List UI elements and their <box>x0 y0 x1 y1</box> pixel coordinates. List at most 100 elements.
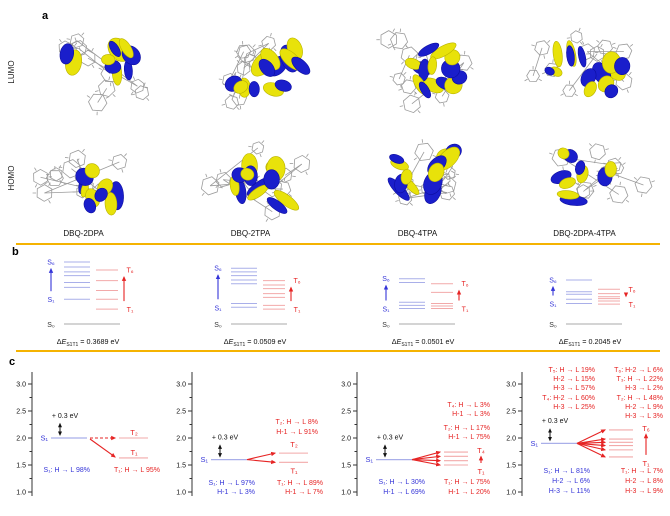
svg-text:1.0: 1.0 <box>506 490 516 497</box>
svg-text:H-1 → L 91%: H-1 → L 91% <box>276 429 318 436</box>
svg-text:S₆: S₆ <box>382 276 390 283</box>
svg-text:T₁: T₁ <box>294 307 301 314</box>
svg-text:T₆: T₆ <box>642 424 650 433</box>
svg-text:T₁: H → L 89%: T₁: H → L 89% <box>277 480 323 487</box>
separator-line-top <box>16 243 660 245</box>
svg-text:T₂: T₂ <box>290 440 298 449</box>
svg-text:H-1 → L 7%: H-1 → L 7% <box>285 489 323 496</box>
molecule-drawing <box>218 32 311 111</box>
panel-a-label: a <box>42 10 49 22</box>
svg-text:H-3 → L 3%: H-3 → L 3% <box>625 413 663 420</box>
svg-text:S₁: H → L 97%: S₁: H → L 97% <box>209 480 255 487</box>
svg-text:+ 0.3 eV: + 0.3 eV <box>52 413 79 420</box>
svg-text:2.0: 2.0 <box>506 436 516 443</box>
svg-text:T₁: T₁ <box>130 448 138 457</box>
svg-text:+ 0.3 eV: + 0.3 eV <box>377 434 404 441</box>
orbital-plot-lumo-DBQ-4TPA <box>376 28 474 114</box>
molecule-drawing <box>32 148 128 216</box>
svg-text:3.0: 3.0 <box>506 382 516 389</box>
svg-text:S₀: S₀ <box>382 322 390 329</box>
svg-text:2.5: 2.5 <box>506 409 516 416</box>
svg-text:+ 0.3 eV: + 0.3 eV <box>212 434 239 441</box>
excited-state-plot-DBQ-2DPA-4TPA: 1.0 1.5 2.0 2.5 3.0 S₁ + 0.3 eV T₆ T₁ S₁: H → L 8… <box>506 367 663 497</box>
orbital-plot-lumo-DBQ-2TPA <box>218 32 311 111</box>
svg-text:T₆: T₆ <box>126 268 133 275</box>
svg-text:S₁: S₁ <box>214 305 222 312</box>
svg-text:H-3 → L 9%: H-3 → L 9% <box>625 488 663 495</box>
molecule-drawing <box>549 143 655 206</box>
orbital-plot-homo-DBQ-2TPA <box>200 140 311 222</box>
svg-text:S₁: H → L 81%: S₁: H → L 81% <box>544 468 590 475</box>
svg-text:S₁: S₁ <box>47 297 55 304</box>
delta-e-value: ΔES1T1 = 0.0509 eV <box>224 337 287 348</box>
svg-text:1.5: 1.5 <box>176 463 186 470</box>
energy-ladder-DBQ-2TPA: S₆ S₁ T₆ T₁ S₀ ΔES1T1 = 0.0509 eV <box>214 266 301 348</box>
svg-text:T₁: H → L 75%: T₁: H → L 75% <box>444 479 490 486</box>
orbital-plot-lumo-DBQ-2DPA-4TPA <box>524 27 634 99</box>
compound-label-2: DBQ-2TPA <box>230 229 271 238</box>
panel-c-label: c <box>9 356 16 368</box>
svg-text:T₁: T₁ <box>127 307 134 314</box>
svg-text:H-3 → L 2%: H-3 → L 2% <box>625 385 663 392</box>
svg-text:S₀: S₀ <box>47 322 55 329</box>
svg-text:S₁: S₁ <box>365 455 373 464</box>
svg-text:S₁: S₁ <box>549 302 557 309</box>
svg-text:H-1 → L 75%: H-1 → L 75% <box>448 434 490 441</box>
svg-text:1.0: 1.0 <box>176 490 186 497</box>
svg-text:H-2 → L 8%: H-2 → L 8% <box>625 478 663 485</box>
delta-e-value: ΔES1T1 = 0.0501 eV <box>392 337 455 348</box>
delta-e-value: ΔES1T1 = 0.2045 eV <box>559 337 622 348</box>
svg-text:T₆: T₆ <box>628 287 635 294</box>
svg-text:T₆: T₆ <box>293 278 300 285</box>
compound-label-1: DBQ-2DPA <box>63 229 104 238</box>
svg-text:2.5: 2.5 <box>16 409 26 416</box>
svg-text:S₀: S₀ <box>549 322 557 329</box>
molecule-drawing <box>58 32 150 116</box>
svg-text:+ 0.3 eV: + 0.3 eV <box>542 418 569 425</box>
molecule-drawing <box>387 139 462 206</box>
svg-text:T₆: H-2 → L 6%: T₆: H-2 → L 6% <box>614 367 663 374</box>
svg-text:S₁: S₁ <box>200 455 208 464</box>
orbital-plot-homo-DBQ-2DPA-4TPA <box>549 143 655 206</box>
energy-ladder-DBQ-2DPA-4TPA: S₆ S₁ T₆ T₁ S₀ ΔES1T1 = 0.2045 eV <box>549 277 636 348</box>
svg-text:T₄: T₄ <box>477 446 485 455</box>
svg-text:T₁: T₁ <box>629 302 636 309</box>
svg-text:T₁: T₁ <box>290 466 298 475</box>
svg-text:3.0: 3.0 <box>176 382 186 389</box>
svg-text:S₁: S₁ <box>382 307 390 314</box>
orbital-grid <box>0 0 670 228</box>
molecule-drawing <box>524 27 634 99</box>
svg-text:S₀: S₀ <box>214 322 222 329</box>
svg-text:1.0: 1.0 <box>16 490 26 497</box>
panel-b-label: b <box>12 246 19 258</box>
svg-text:T₅: H → L 19%: T₅: H → L 19% <box>548 367 595 374</box>
svg-text:T₂: H → L 17%: T₂: H → L 17% <box>444 425 490 432</box>
svg-text:1.5: 1.5 <box>16 463 26 470</box>
svg-text:1.0: 1.0 <box>341 490 351 497</box>
energy-ladder-DBQ-2DPA: S₆ S₁ T₆ T₁ S₀ ΔES1T1 = 0.3689 eV <box>47 260 134 348</box>
svg-text:T₃: H → L 22%: T₃: H → L 22% <box>616 376 663 383</box>
svg-text:2.5: 2.5 <box>341 409 351 416</box>
svg-text:2.0: 2.0 <box>176 436 186 443</box>
compound-labels-row: DBQ-2DPA DBQ-2TPA DBQ-4TPA DBQ-2DPA-4TPA <box>0 229 670 242</box>
svg-text:S₆: S₆ <box>47 260 55 267</box>
orbital-plot-homo-DBQ-2DPA <box>32 148 128 216</box>
delta-e-value: ΔES1T1 = 0.3689 eV <box>57 337 120 348</box>
compound-label-3: DBQ-4TPA <box>397 229 438 238</box>
svg-text:2.0: 2.0 <box>341 436 351 443</box>
energy-ladder-DBQ-4TPA: S₆ S₁ T₆ T₁ S₀ ΔES1T1 = 0.0501 eV <box>382 276 469 348</box>
svg-text:H-2 → L 6%: H-2 → L 6% <box>552 478 590 485</box>
svg-text:H-2 → L 15%: H-2 → L 15% <box>553 376 595 383</box>
svg-text:S₁: H → L 98%: S₁: H → L 98% <box>44 467 90 474</box>
svg-text:T₁: T₁ <box>642 459 650 468</box>
svg-text:H-1 → L 3%: H-1 → L 3% <box>217 489 255 496</box>
panel-c-state-plots: 1.0 1.5 2.0 2.5 3.0 S₁ + 0.3 eV T₂ T₁ S₁: H → L 9… <box>0 356 670 511</box>
molecule-drawing <box>200 140 311 222</box>
svg-text:T₁: T₁ <box>477 467 485 476</box>
svg-text:H-1 → L 3%: H-1 → L 3% <box>452 411 490 418</box>
svg-text:H-1 → L 69%: H-1 → L 69% <box>383 489 425 496</box>
orbital-plot-lumo-DBQ-2DPA <box>58 32 150 116</box>
svg-text:T₄: H → L 3%: T₄: H → L 3% <box>447 402 490 409</box>
svg-text:S₁: S₁ <box>40 434 48 443</box>
excited-state-plot-DBQ-2TPA: 1.0 1.5 2.0 2.5 3.0 S₁ + 0.3 eV T₂ T₁ S₁: H → L 9… <box>176 372 323 497</box>
